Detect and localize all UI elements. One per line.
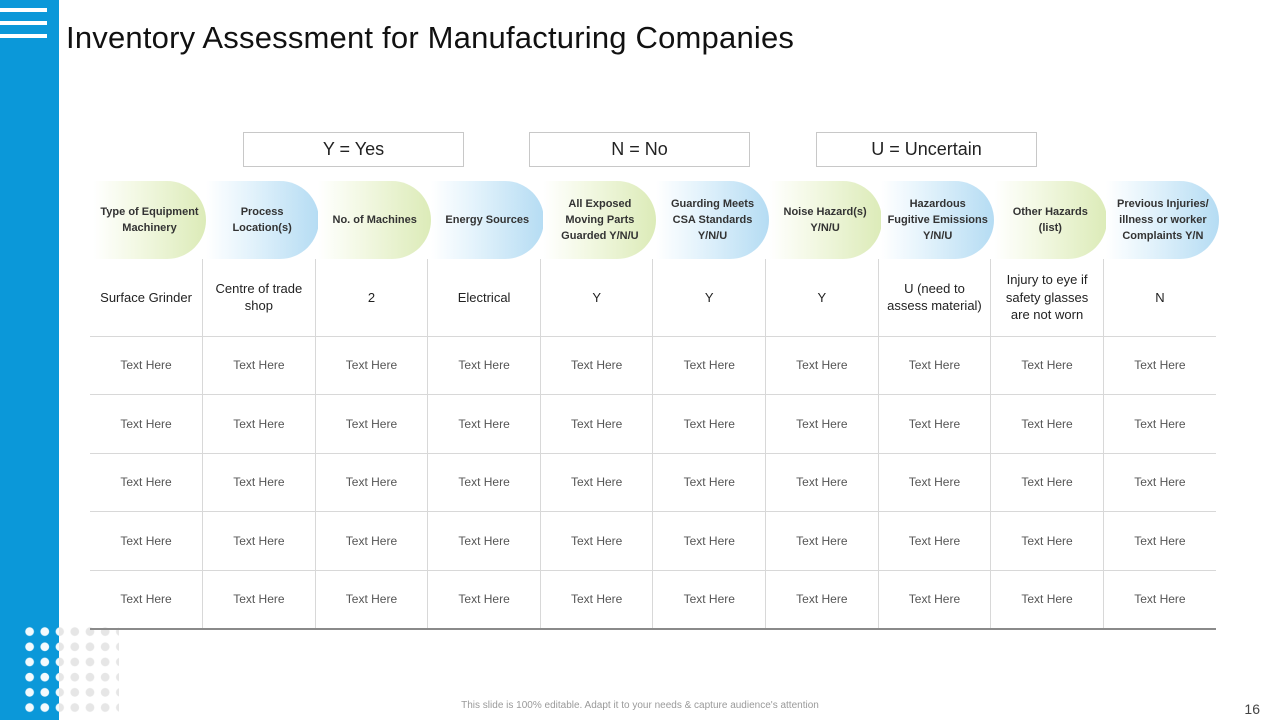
- header-cell: Guarding Meets CSA Standards Y/N/U: [653, 181, 769, 259]
- table-cell: Text Here: [765, 511, 879, 571]
- table-cell: Text Here: [1102, 336, 1216, 395]
- header-cell: All Exposed Moving Parts Guarded Y/N/U: [540, 181, 657, 259]
- table-cell: Text Here: [877, 394, 991, 454]
- table-cell: Y: [652, 259, 766, 337]
- table-cell: Text Here: [877, 511, 991, 571]
- table-cell: Text Here: [1102, 453, 1216, 512]
- table-cell: Text Here: [990, 394, 1104, 454]
- header-energy-sources: Energy Sources: [430, 181, 544, 259]
- table-cell: Text Here: [652, 336, 766, 395]
- table-cell: Text Here: [90, 570, 203, 630]
- table-row: Text Here Text Here Text Here Text Here …: [90, 453, 1216, 512]
- hamburger-menu-icon[interactable]: [0, 8, 47, 44]
- footer-note: This slide is 100% editable. Adapt it to…: [461, 700, 819, 711]
- table-cell: Text Here: [877, 570, 991, 630]
- table-cell: Y: [539, 259, 653, 337]
- header-cell: No. of Machines: [315, 181, 432, 259]
- header-cell: Type of Equipment Machinery: [90, 181, 206, 259]
- header-csa-standards: Guarding Meets CSA Standards Y/N/U: [656, 181, 769, 259]
- header-fugitive-emissions: Hazardous Fugitive Emissions Y/N/U: [881, 181, 995, 259]
- table-cell: Text Here: [427, 394, 541, 454]
- table-cell: Text Here: [765, 336, 879, 395]
- header-noise-hazard: Noise Hazard(s) Y/N/U: [768, 181, 882, 259]
- table-cell: Text Here: [427, 570, 541, 630]
- legend-uncertain: U = Uncertain: [816, 132, 1037, 167]
- table-cell: Text Here: [877, 453, 991, 512]
- table-cell: Text Here: [990, 570, 1104, 630]
- table-cell: Y: [765, 259, 879, 337]
- table-cell: Text Here: [427, 511, 541, 571]
- table-cell: Text Here: [202, 511, 316, 571]
- table-row: Text Here Text Here Text Here Text Here …: [90, 511, 1216, 571]
- page-number: 16: [1244, 701, 1260, 717]
- table-cell: Injury to eye if safety glasses are not …: [990, 259, 1104, 337]
- table-cell: Text Here: [314, 336, 428, 395]
- table-cell: Electrical: [427, 259, 541, 337]
- table-cell: Text Here: [765, 453, 879, 512]
- table-cell: Text Here: [539, 511, 653, 571]
- table-header-row: Type of Equipment Machinery Process Loca…: [90, 181, 1220, 259]
- table-cell: Text Here: [539, 570, 653, 630]
- table-cell: U (need to assess material): [877, 259, 991, 337]
- table-row: Surface Grinder Centre of trade shop 2 E…: [90, 259, 1216, 337]
- slide-title: Inventory Assessment for Manufacturing C…: [66, 20, 795, 55]
- table-cell: Text Here: [1102, 394, 1216, 454]
- table-cell: Text Here: [539, 394, 653, 454]
- table-cell: Text Here: [202, 453, 316, 512]
- table-cell: Text Here: [877, 336, 991, 395]
- table-cell: Text Here: [652, 511, 766, 571]
- header-equipment-type: Type of Equipment Machinery: [93, 181, 206, 259]
- header-cell: Noise Hazard(s) Y/N/U: [766, 181, 882, 259]
- table-cell: Text Here: [90, 394, 203, 454]
- table-cell: Text Here: [539, 453, 653, 512]
- table-cell: Text Here: [539, 336, 653, 395]
- table-cell: Text Here: [652, 453, 766, 512]
- table-cell: Text Here: [427, 336, 541, 395]
- table-cell: Text Here: [202, 394, 316, 454]
- table-cell: Text Here: [202, 336, 316, 395]
- legend-yes: Y = Yes: [243, 132, 464, 167]
- table-cell: Text Here: [202, 570, 316, 630]
- legend-no: N = No: [529, 132, 750, 167]
- inventory-table: Surface Grinder Centre of trade shop 2 E…: [90, 259, 1216, 630]
- table-cell: Text Here: [652, 570, 766, 630]
- table-cell: Text Here: [990, 453, 1104, 512]
- header-cell: Previous Injuries/ illness or worker Com…: [1103, 181, 1220, 259]
- table-row: Text Here Text Here Text Here Text Here …: [90, 394, 1216, 454]
- table-cell: Centre of trade shop: [202, 259, 316, 337]
- table-cell: Text Here: [314, 570, 428, 630]
- table-cell: Text Here: [314, 394, 428, 454]
- table-cell: Text Here: [990, 336, 1104, 395]
- header-cell: Other Hazards (list): [991, 181, 1107, 259]
- dot-grid-decoration-gray-icon: [59, 624, 119, 716]
- header-other-hazards: Other Hazards (list): [993, 181, 1107, 259]
- header-process-location: Process Location(s): [205, 181, 319, 259]
- header-cell: Process Location(s): [203, 181, 319, 259]
- table-cell: Text Here: [314, 511, 428, 571]
- table-cell: Text Here: [765, 570, 879, 630]
- table-cell: Text Here: [765, 394, 879, 454]
- table-cell: Surface Grinder: [90, 259, 203, 337]
- header-moving-parts-guarded: All Exposed Moving Parts Guarded Y/N/U: [543, 181, 657, 259]
- table-cell: Text Here: [1102, 570, 1216, 630]
- header-machine-count: No. of Machines: [318, 181, 432, 259]
- table-cell: Text Here: [90, 511, 203, 571]
- table-row: Text Here Text Here Text Here Text Here …: [90, 570, 1216, 630]
- header-cell: Energy Sources: [428, 181, 544, 259]
- table-cell: 2: [314, 259, 428, 337]
- table-cell: N: [1102, 259, 1216, 337]
- header-cell: Hazardous Fugitive Emissions Y/N/U: [878, 181, 995, 259]
- header-previous-injuries: Previous Injuries/ illness or worker Com…: [1106, 181, 1220, 259]
- table-cell: Text Here: [90, 336, 203, 395]
- table-row: Text Here Text Here Text Here Text Here …: [90, 336, 1216, 395]
- table-cell: Text Here: [652, 394, 766, 454]
- table-cell: Text Here: [427, 453, 541, 512]
- table-cell: Text Here: [90, 453, 203, 512]
- table-cell: Text Here: [1102, 511, 1216, 571]
- table-cell: Text Here: [990, 511, 1104, 571]
- table-cell: Text Here: [314, 453, 428, 512]
- side-accent-bar: [0, 0, 59, 720]
